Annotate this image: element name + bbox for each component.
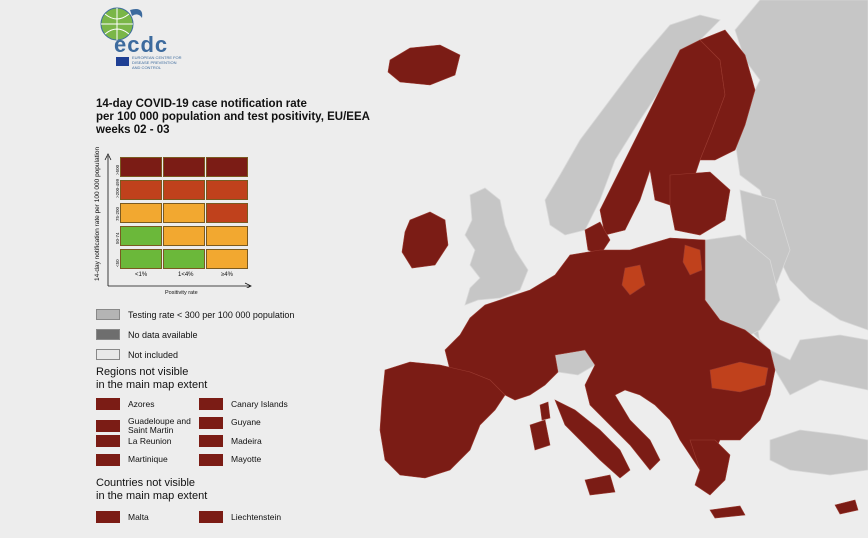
region-swatch [96,419,120,432]
region-item: Canary Islands [199,398,301,410]
region-item: Madeira [199,435,301,447]
legend-swatch [96,329,120,340]
region-swatch [96,453,120,466]
matrix-axes [104,153,252,288]
matrix-cell [120,203,162,223]
matrix-cell [206,180,248,200]
region-label: Madeira [231,435,262,446]
region-swatch [96,398,120,410]
title-line-2: per 100 000 population and test positivi… [96,111,370,123]
title-line-3: weeks 02 - 03 [96,124,170,136]
matrix-cell [120,180,162,200]
matrix-x-axis-label: Positivity rate [165,290,198,296]
matrix-row-label: >200-499 [115,178,120,198]
eu-land [379,29,859,519]
matrix-row-label: >500 [115,164,120,175]
title-line-1: 14-day COVID-19 case notification rate [96,98,307,110]
logo-subtitle: EUROPEAN CENTRE FOR DISEASE PREVENTION A… [132,55,182,70]
matrix-cell [206,249,248,269]
region-label: Canary Islands [231,398,288,409]
legend-label: Not included [128,349,179,360]
country-label: Liechtenstein [231,511,282,522]
eu-flag-icon [116,57,129,66]
regions-title-line-1: Regions not visible [96,366,189,378]
matrix-y-axis-label: 14-day notification rate per 100 000 pop… [94,146,101,281]
country-label: Malta [128,511,149,522]
region-swatch [96,435,120,447]
region-label: La Reunion [128,435,172,446]
matrix-column-label: ≥4% [221,272,233,278]
ecdc-logo [92,4,182,70]
matrix-column-label: <1% [135,272,148,278]
country-item: Malta [96,511,149,523]
region-label: Azores [128,398,155,409]
countries-title-line-1: Countries not visible [96,477,196,489]
matrix-cell [206,203,248,223]
matrix-cell [163,157,205,177]
region-label: Guyane [231,417,261,427]
region-item: Mayotte [199,453,301,466]
countries-section-title: Countries not visible in the main map ex… [96,477,207,502]
region-swatch [199,453,223,466]
region-item: Guadeloupe and Saint Martin [96,415,198,435]
legend-item: Testing rate < 300 per 100 000 populatio… [96,309,294,320]
region-item: La Reunion [96,435,198,447]
legend-label: Testing rate < 300 per 100 000 populatio… [128,309,295,320]
country-swatch [199,511,223,523]
legend-swatch [96,309,120,320]
regions-title-line-2: in the main map extent [96,378,208,391]
region-label: Martinique [128,454,168,464]
region-swatch [199,398,223,410]
country-item: Liechtenstein [199,511,281,523]
legend-item: No data available [96,329,198,340]
country-swatch [96,511,120,523]
regions-section-title: Regions not visible in the main map exte… [96,366,207,391]
non-eu-land [464,0,868,476]
matrix-row-label: <50 [115,259,120,267]
matrix-cell [163,249,205,269]
matrix-cell [120,226,162,246]
legend-swatch [96,349,120,360]
matrix-cell [206,226,248,246]
countries-title-line-2: in the main map extent [96,489,208,502]
red-regions [621,244,769,393]
legend-item: Not included [96,349,178,360]
map-title: 14-day COVID-19 case notification rate p… [96,98,396,137]
region-item: Azores [96,398,198,410]
region-label: Mayotte [231,454,262,464]
matrix-cell [163,226,205,246]
matrix-row-label: 75-200 [115,206,120,221]
matrix-cell [163,203,205,223]
region-swatch [199,416,223,429]
matrix-cell [120,249,162,269]
globe-icon [100,7,143,41]
matrix-column-label: 1<4% [178,272,194,278]
region-item: Guyane [199,416,301,429]
region-label: Guadeloupe and Saint Martin [128,415,191,435]
matrix-cell [206,157,248,177]
matrix-cell [163,180,205,200]
region-swatch [199,435,223,447]
region-item: Martinique [96,453,198,466]
matrix-row-label: 50-74 [115,232,120,244]
legend-label: No data available [128,329,198,340]
logo-text: ecdc [114,32,169,57]
matrix-cell [120,157,162,177]
